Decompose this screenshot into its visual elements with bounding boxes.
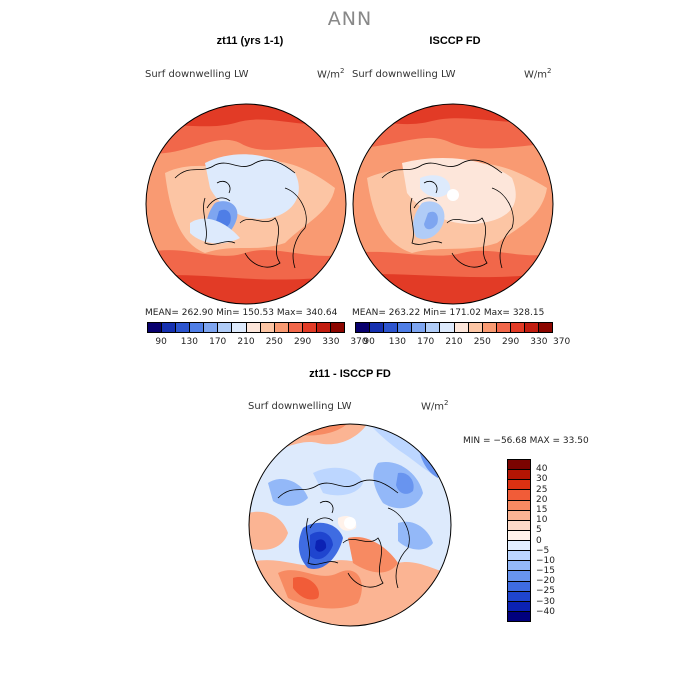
panel-unit-model: W/m2 [317, 67, 345, 81]
colorbar-tick: 290 [294, 337, 312, 347]
colorbar-swatch [508, 541, 530, 552]
colorbar-tick: 30 [536, 474, 548, 485]
colorbar-swatch [316, 323, 332, 332]
colorbar-swatch [508, 500, 530, 511]
colorbar-swatch [274, 323, 289, 332]
colorbar-swatch [384, 323, 399, 332]
colorbar-tick: 40 [536, 464, 548, 475]
colorbar-swatch [356, 323, 371, 332]
colorbar-tick: 330 [530, 337, 548, 347]
colorbar-tick: −20 [536, 576, 555, 587]
colorbar-swatch [508, 581, 530, 592]
panel-variable-obs: Surf downwelling LW [352, 69, 456, 80]
panel-stats-diff: MIN = −56.68 MAX = 33.50 [463, 436, 589, 446]
polar-map-model [145, 103, 347, 305]
colorbar-swatch [370, 323, 385, 332]
colorbar-swatch [508, 591, 530, 602]
colorbar-tick: 0 [536, 535, 542, 546]
colorbar-tick: −30 [536, 596, 555, 607]
colorbar-swatch [412, 323, 427, 332]
panel-unit-diff: W/m2 [421, 399, 449, 413]
colorbar-swatch [482, 323, 497, 332]
panel-title-obs: ISCCP FD [429, 35, 481, 47]
colorbar-swatch [246, 323, 261, 332]
colorbar-ticks-obs: 90 130 170 210 250 290 330 370 [355, 337, 570, 349]
colorbar-tick: 170 [417, 337, 435, 347]
colorbar-tick: 130 [388, 337, 406, 347]
colorbar-ticks-diff: 40 30 25 20 15 10 5 0 −5 −10 −15 −20 −25… [536, 459, 576, 622]
colorbar-swatch [162, 323, 177, 332]
colorbar-tick: −10 [536, 555, 555, 566]
polar-map-diff [248, 423, 452, 627]
colorbar-swatch [508, 460, 530, 471]
panel-title-diff: zt11 - ISCCP FD [309, 368, 391, 380]
colorbar-swatch [302, 323, 317, 332]
colorbar-tick: −5 [536, 545, 550, 556]
colorbar-swatch [508, 571, 530, 582]
colorbar-tick: 25 [536, 484, 548, 495]
colorbar-swatch [148, 323, 163, 332]
colorbar-swatch [508, 611, 530, 621]
colorbar-swatch [204, 323, 219, 332]
colorbar-swatch [508, 530, 530, 541]
colorbar-tick: 210 [237, 337, 255, 347]
colorbar-tick: 330 [322, 337, 340, 347]
panel-stats-obs: MEAN= 263.22 Min= 171.02 Max= 328.15 [352, 308, 545, 318]
panel-variable-diff: Surf downwelling LW [248, 401, 352, 412]
colorbar-tick: 170 [209, 337, 227, 347]
colorbar-swatch [508, 561, 530, 572]
colorbar-tick: −15 [536, 566, 555, 577]
colorbar-swatch [508, 601, 530, 612]
colorbar-swatch [508, 551, 530, 562]
colorbar-diff [507, 459, 531, 622]
colorbar-tick: 370 [553, 337, 571, 347]
colorbar-swatch [398, 323, 413, 332]
colorbar-ticks-model: 90 130 170 210 250 290 330 370 [147, 337, 367, 349]
colorbar-swatch [496, 323, 511, 332]
colorbar-swatch [260, 323, 275, 332]
colorbar-tick: 370 [350, 337, 368, 347]
colorbar-tick: 15 [536, 505, 548, 515]
colorbar-swatch [190, 323, 205, 332]
colorbar-swatch [539, 323, 553, 332]
colorbar-model [147, 322, 345, 333]
colorbar-swatch [454, 323, 469, 332]
colorbar-tick: 250 [473, 337, 491, 347]
colorbar-swatch [232, 323, 247, 332]
panel-variable-model: Surf downwelling LW [145, 69, 249, 80]
colorbar-tick: −25 [536, 586, 555, 597]
colorbar-swatch [508, 480, 530, 491]
colorbar-swatch [524, 323, 540, 332]
colorbar-obs [355, 322, 553, 333]
colorbar-swatch [288, 323, 303, 332]
colorbar-swatch [176, 323, 191, 332]
colorbar-swatch [508, 490, 530, 501]
colorbar-swatch [508, 520, 530, 531]
colorbar-tick: 5 [536, 525, 542, 536]
colorbar-tick: 20 [536, 494, 548, 505]
panel-title-model: zt11 (yrs 1-1) [216, 35, 284, 47]
polar-map-obs [352, 103, 554, 305]
colorbar-swatch [510, 323, 525, 332]
colorbar-swatch [426, 323, 441, 332]
panel-stats-model: MEAN= 262.90 Min= 150.53 Max= 340.64 [145, 308, 338, 318]
colorbar-swatch [218, 323, 233, 332]
colorbar-tick: 250 [265, 337, 283, 347]
colorbar-tick: 90 [155, 337, 167, 347]
colorbar-tick: 210 [445, 337, 463, 347]
colorbar-swatch [331, 323, 345, 332]
colorbar-swatch [508, 470, 530, 481]
colorbar-swatch [508, 510, 530, 521]
colorbar-tick: 290 [502, 337, 520, 347]
colorbar-tick: 130 [180, 337, 198, 347]
colorbar-tick: 90 [363, 337, 375, 347]
colorbar-swatch [468, 323, 483, 332]
colorbar-tick: 10 [536, 515, 548, 526]
panel-unit-obs: W/m2 [524, 67, 552, 81]
page-title: ANN [327, 8, 373, 30]
colorbar-tick: −40 [536, 606, 555, 617]
colorbar-swatch [440, 323, 455, 332]
